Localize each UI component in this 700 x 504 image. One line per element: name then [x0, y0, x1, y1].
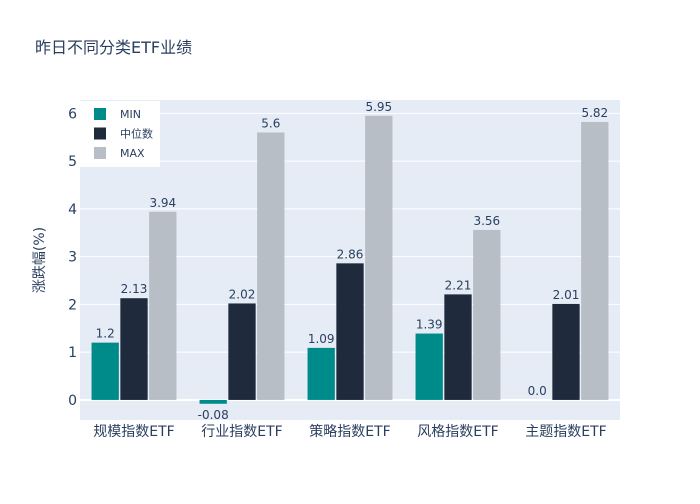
legend-label: 中位数 — [120, 127, 153, 141]
x-tick-label: 主题指数ETF — [525, 424, 606, 440]
legend-label: MIN — [120, 108, 141, 121]
bar — [473, 229, 501, 400]
bar — [415, 333, 443, 400]
legend-box — [80, 101, 160, 167]
y-tick-label: 6 — [68, 106, 77, 122]
legend-swatch — [94, 147, 106, 159]
bar — [228, 303, 256, 400]
bar — [336, 263, 364, 400]
x-tick-label: 策略指数ETF — [309, 423, 390, 440]
bar — [257, 132, 285, 400]
bar — [307, 347, 335, 400]
data-label: 1.39 — [416, 318, 443, 332]
x-tick-label: 风格指数ETF — [417, 424, 498, 440]
legend-swatch — [94, 127, 106, 140]
y-tick-label: 3 — [68, 250, 77, 266]
data-label: 2.01 — [553, 288, 580, 302]
data-label: 2.86 — [337, 247, 364, 261]
data-label: 3.56 — [473, 214, 500, 228]
x-tick-label: 行业指数ETF — [201, 424, 282, 440]
data-label: 0.0 — [528, 384, 547, 398]
bar — [581, 121, 609, 400]
data-label: 2.02 — [229, 287, 256, 301]
data-label: 5.95 — [365, 100, 392, 114]
y-tick-label: 2 — [68, 297, 77, 313]
data-label: 5.82 — [581, 106, 608, 120]
bar — [552, 303, 580, 400]
bar — [444, 294, 472, 400]
data-label: 2.21 — [445, 278, 472, 292]
legend-label: MAX — [120, 147, 145, 160]
data-label: 2.13 — [121, 282, 148, 296]
chart-title: 昨日不同分类ETF业绩 — [35, 38, 193, 57]
bar — [199, 399, 227, 404]
data-label: -0.08 — [198, 408, 229, 422]
bar — [365, 115, 393, 400]
y-tick-label: 1 — [68, 345, 77, 361]
y-tick-label: 4 — [68, 202, 77, 218]
x-tick-label: 规模指数ETF — [93, 424, 174, 440]
data-label: 3.94 — [149, 196, 176, 210]
bar — [149, 211, 177, 400]
bar — [120, 298, 148, 400]
data-label: 1.2 — [96, 327, 115, 341]
y-tick-label: 0 — [68, 393, 77, 409]
bar — [91, 342, 119, 400]
y-tick-label: 5 — [68, 154, 77, 170]
legend-swatch — [94, 108, 106, 120]
y-axis-label: 涨跌幅(%) — [32, 227, 48, 293]
data-label: 5.6 — [261, 116, 280, 130]
data-label: 1.09 — [308, 332, 335, 346]
